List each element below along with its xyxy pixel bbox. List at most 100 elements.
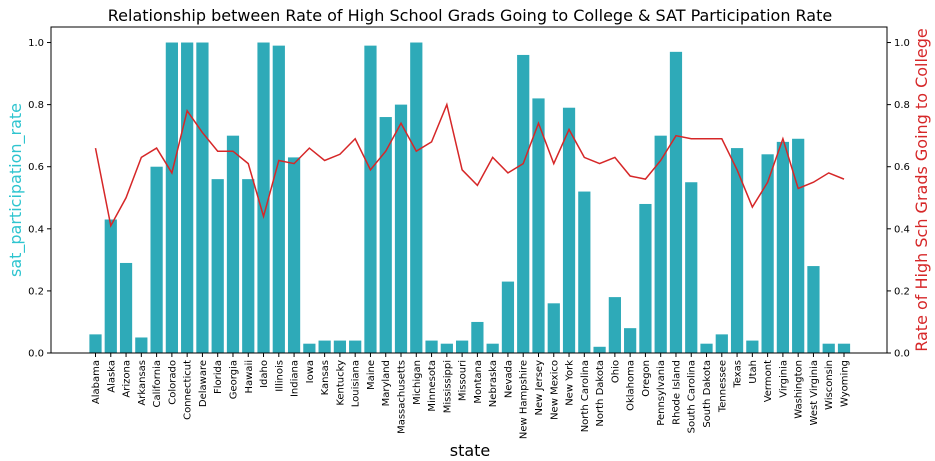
bar <box>333 340 347 353</box>
bar <box>669 51 683 354</box>
bar <box>196 42 209 354</box>
bar <box>715 334 728 353</box>
bar <box>272 45 285 353</box>
bar <box>547 303 560 353</box>
bar <box>501 281 515 353</box>
bar <box>639 203 652 353</box>
x-tick-label: Indiana <box>290 360 301 397</box>
bar <box>471 321 484 353</box>
x-tick-label: Oklahoma <box>626 360 637 411</box>
left-y-axis-label: sat_participation_rate <box>6 103 26 277</box>
left-tick-label: 0.2 <box>28 286 44 297</box>
x-tick-label: Virginia <box>778 360 789 398</box>
left-tick-label: 0.0 <box>28 349 44 360</box>
x-axis: Alabama Alaska Arizona Arkansas California Co… <box>91 353 851 439</box>
x-tick-label: Minnesota <box>427 360 438 412</box>
left-axis: 0.0 0.2 0.4 0.6 0.8 1.0 <box>28 38 51 360</box>
x-tick-label: Georgia <box>228 360 239 399</box>
x-tick-label: North Carolina <box>580 360 591 432</box>
right-tick-label: 0.2 <box>894 286 910 297</box>
bar <box>104 219 117 353</box>
bar <box>287 157 301 353</box>
x-tick-label: Arizona <box>122 360 133 398</box>
right-tick-label: 0.4 <box>894 224 910 235</box>
bar <box>165 42 178 354</box>
bar <box>624 328 637 353</box>
bar <box>364 45 377 353</box>
bar <box>226 135 240 353</box>
x-tick-label: New Hampshire <box>519 360 530 439</box>
bar <box>89 334 102 353</box>
bar <box>303 343 316 353</box>
x-tick-label: Maine <box>366 360 377 390</box>
bar <box>517 54 530 353</box>
bar <box>837 343 851 353</box>
bar <box>425 340 438 353</box>
bar <box>532 98 545 353</box>
x-tick-label: Wyoming <box>840 360 851 407</box>
x-tick-label: Michigan <box>412 360 423 405</box>
x-tick-label: North Dakota <box>595 360 606 427</box>
left-tick-label: 0.4 <box>28 224 44 235</box>
x-tick-label: Texas <box>733 360 744 389</box>
bar <box>486 343 499 353</box>
x-tick-label: Ohio <box>610 360 621 383</box>
bar <box>593 346 606 353</box>
bar <box>349 340 362 353</box>
bar <box>776 141 790 353</box>
bar <box>761 154 774 353</box>
bar <box>318 340 331 353</box>
right-tick-label: 0.8 <box>894 100 910 111</box>
bar <box>257 42 270 354</box>
bar <box>654 135 667 353</box>
x-tick-label: South Dakota <box>702 360 713 428</box>
bar <box>440 343 453 353</box>
x-tick-label: Alabama <box>91 360 102 404</box>
x-tick-label: Iowa <box>305 360 316 383</box>
left-tick-label: 1.0 <box>28 38 44 49</box>
x-tick-label: Wisconsin <box>824 360 835 410</box>
x-tick-label: Nevada <box>503 360 514 398</box>
x-tick-label: South Carolina <box>687 360 698 433</box>
x-tick-label: Arkansas <box>137 360 148 406</box>
bar <box>242 179 255 353</box>
bar-series <box>89 42 851 354</box>
bar <box>379 117 392 353</box>
x-tick-label: Pennsylvania <box>656 360 667 426</box>
bar <box>135 337 148 353</box>
x-tick-label: Illinois <box>274 360 285 392</box>
right-tick-label: 1.0 <box>894 38 910 49</box>
x-tick-label: New Jersey <box>534 360 545 416</box>
x-tick-label: Idaho <box>259 360 270 388</box>
bar <box>685 182 698 353</box>
bar <box>746 340 759 353</box>
left-tick-label: 0.8 <box>28 100 44 111</box>
x-tick-label: Missouri <box>458 360 469 401</box>
x-tick-label: Oregon <box>641 360 652 397</box>
x-tick-label: New York <box>565 360 576 406</box>
x-tick-label: Mississippi <box>442 360 453 413</box>
x-tick-label: Alaska <box>106 360 117 393</box>
x-tick-label: California <box>152 360 163 408</box>
left-tick-label: 0.6 <box>28 162 44 173</box>
bar <box>181 42 194 354</box>
x-tick-label: Massachusetts <box>397 360 408 434</box>
x-tick-label: Montana <box>473 360 484 404</box>
x-axis-label: state <box>450 441 491 460</box>
right-tick-label: 0.6 <box>894 162 910 173</box>
right-y-axis-label: Rate of High Sch Grads Going to College <box>912 28 931 352</box>
college-rate-line <box>94 102 845 228</box>
bar <box>211 179 224 353</box>
x-tick-label: Rhode Island <box>671 360 682 425</box>
plot-frame <box>50 26 888 354</box>
x-tick-label: Nebraska <box>488 360 499 407</box>
x-tick-label: Maryland <box>381 360 392 406</box>
bar <box>150 166 163 353</box>
x-tick-label: Kansas <box>320 360 331 395</box>
chart-title: Relationship between Rate of High School… <box>108 6 832 25</box>
bar <box>578 191 591 353</box>
x-tick-label: Washington <box>794 360 805 419</box>
bar <box>822 343 835 353</box>
bar <box>700 343 713 353</box>
